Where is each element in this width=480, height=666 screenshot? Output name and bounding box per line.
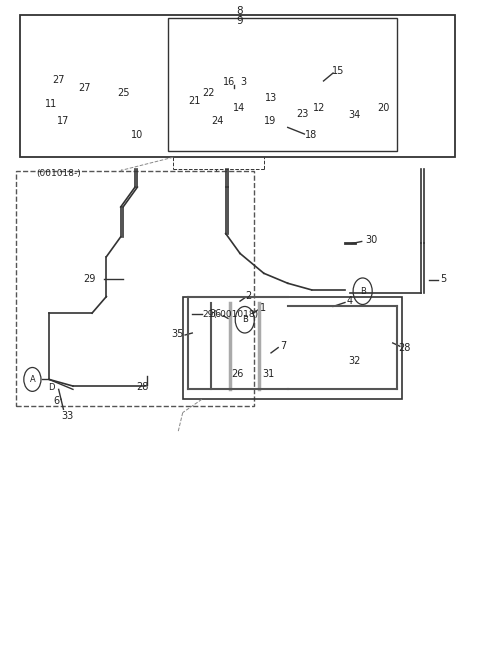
Text: 11: 11 — [46, 99, 58, 109]
Text: B: B — [360, 287, 366, 296]
Text: 27: 27 — [79, 83, 91, 93]
Text: 28: 28 — [398, 342, 411, 352]
Text: 19: 19 — [264, 116, 276, 126]
Text: 31: 31 — [263, 369, 275, 379]
Text: A: A — [30, 375, 36, 384]
Text: 12: 12 — [312, 103, 325, 113]
Text: 32: 32 — [348, 356, 361, 366]
Text: 36: 36 — [209, 310, 221, 320]
Text: 21: 21 — [189, 96, 201, 106]
Text: D: D — [48, 383, 55, 392]
Text: 34: 34 — [348, 111, 360, 121]
Text: 4: 4 — [347, 296, 353, 306]
Text: 22: 22 — [203, 88, 215, 98]
Text: 29(-001018): 29(-001018) — [203, 310, 259, 319]
Bar — [183, 296, 402, 400]
Text: 35: 35 — [172, 329, 184, 339]
Text: 30: 30 — [365, 235, 377, 245]
Text: 20: 20 — [377, 103, 389, 113]
Text: 17: 17 — [57, 116, 70, 126]
Bar — [168, 18, 397, 151]
Text: 28: 28 — [136, 382, 148, 392]
Text: 3: 3 — [241, 77, 247, 87]
Text: 18: 18 — [304, 131, 317, 141]
Text: 1: 1 — [260, 303, 266, 313]
Text: 10: 10 — [131, 131, 144, 141]
Text: 15: 15 — [332, 66, 344, 76]
Text: 29: 29 — [84, 274, 96, 284]
Text: 14: 14 — [233, 103, 245, 113]
Text: 27: 27 — [52, 75, 65, 85]
Text: 23: 23 — [296, 109, 308, 119]
Text: 25: 25 — [117, 88, 129, 98]
Bar — [16, 170, 254, 406]
Text: B: B — [242, 315, 248, 324]
Text: 2: 2 — [245, 291, 252, 301]
Text: (001018-): (001018-) — [36, 169, 81, 178]
Text: 9: 9 — [237, 16, 243, 26]
Text: 33: 33 — [61, 411, 73, 421]
Text: 24: 24 — [211, 116, 223, 126]
Text: 13: 13 — [265, 93, 277, 103]
Text: 5: 5 — [440, 274, 446, 284]
Text: 16: 16 — [223, 77, 236, 87]
Text: 8: 8 — [237, 7, 243, 17]
Bar — [21, 15, 455, 157]
Text: 26: 26 — [231, 369, 244, 379]
Text: 7: 7 — [280, 341, 286, 351]
Text: 6: 6 — [53, 396, 60, 406]
